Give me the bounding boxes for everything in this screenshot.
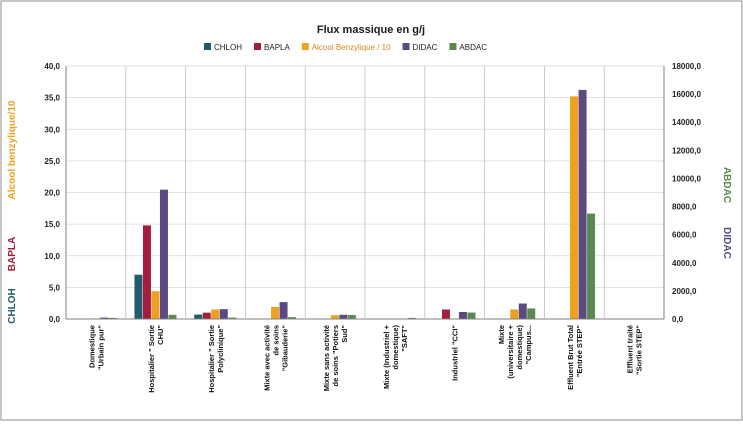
axis-titles: CHLOH BAPLA Alcool benzylique/10 DIDAC ABDAC [7, 100, 732, 324]
bar-abdac-6 [467, 312, 476, 319]
left-tick-label: 30,0 [44, 125, 60, 134]
right-tick-label: 10000,0 [672, 174, 701, 183]
legend-label-0: CHLOH [214, 43, 242, 52]
chart-legend: CHLOH BAPLA Alcool Benzylique / 10 DIDAC ABD… [204, 43, 487, 52]
bar-bapla-2 [202, 312, 211, 319]
bar-didac-6 [458, 311, 467, 319]
category-label: (universitaire + [506, 324, 515, 378]
bar-abdac-5 [407, 317, 416, 319]
chart-title: Flux massique en g/j [317, 24, 425, 36]
bar-chloh-2 [194, 314, 203, 319]
category-label: Hospitalier " Sortie [207, 325, 216, 393]
left-tick-label: 25,0 [44, 157, 60, 166]
left-tick-label: 0,0 [49, 315, 61, 324]
right-tick-label: 14000,0 [672, 118, 701, 127]
category-label: domestique) [515, 325, 524, 370]
category-label: "Gibauderie" [280, 325, 289, 372]
bars-layer [91, 89, 596, 320]
right-tick-label: 16000,0 [672, 90, 701, 99]
left-tick-label: 40,0 [44, 62, 60, 71]
bar-bapla-6 [441, 309, 450, 319]
category-label: Effluent Brut Total [566, 325, 575, 390]
right-tick-label: 0,0 [672, 315, 684, 324]
bar-alcool-benzylique-10-7 [510, 309, 519, 319]
category-label: "Urbain pur" [96, 325, 105, 370]
left-tick-label: 35,0 [44, 94, 60, 103]
legend-label-2: Alcool Benzylique / 10 [312, 43, 391, 52]
category-label: Mixte avec activité [262, 325, 271, 391]
legend-swatch-4 [449, 43, 457, 50]
right-tick-label: 6000,0 [672, 231, 697, 240]
legend-label-3: DIDAC [413, 43, 438, 52]
axes-layer [65, 66, 665, 320]
bar-didac-2 [219, 309, 228, 319]
bar-abdac-3 [288, 317, 297, 319]
category-label: Polyclinique" [216, 325, 225, 373]
bar-abdac-4 [347, 315, 356, 319]
left-tick-label: 15,0 [44, 220, 60, 229]
legend-swatch-2 [301, 43, 309, 50]
category-labels: Domestique "Urbain pur" Hospitalier " Sort… [87, 324, 643, 392]
bar-abdac-1 [168, 314, 177, 319]
category-label: de soins "Potiers [331, 325, 340, 387]
category-label: domestique) [391, 325, 400, 370]
category-label: CHU" [156, 325, 165, 345]
left-axis-title-0: CHLOH [7, 288, 18, 324]
legend-swatch-3 [402, 43, 410, 50]
bar-didac-3 [279, 302, 288, 319]
legend-swatch-1 [254, 43, 262, 50]
bar-didac-7 [518, 303, 527, 319]
category-label: Domestique [87, 325, 96, 368]
bar-alcool-benzylique-10-8 [570, 96, 579, 319]
bar-abdac-2 [228, 317, 237, 319]
bar-alcool-benzylique-10-3 [271, 306, 280, 319]
bar-didac-4 [339, 314, 348, 319]
left-tick-labels: 0,0 5,0 10,0 15,0 20,0 25,0 30,0 35,0 40,0 [44, 62, 60, 324]
right-tick-label: 18000,0 [672, 62, 701, 71]
bar-didac-1 [159, 189, 168, 319]
category-label: Mixte [497, 325, 506, 344]
category-label: Effluent traité [626, 325, 635, 373]
bar-bapla-1 [142, 225, 151, 319]
left-tick-label: 10,0 [44, 252, 60, 261]
category-label: "SAFT" [400, 325, 409, 352]
bar-alcool-benzylique-10-2 [211, 309, 220, 319]
category-label: Hospitalier " Sortie [147, 325, 156, 393]
bar-chloh-1 [134, 274, 143, 319]
category-label: Industriel "CCI" [451, 325, 460, 381]
bar-abdac-8 [587, 213, 596, 319]
right-tick-label: 12000,0 [672, 146, 701, 155]
right-tick-label: 2000,0 [672, 287, 697, 296]
bar-didac-0 [100, 317, 109, 319]
category-label: "Entrée STEP" [575, 325, 584, 378]
left-axis-title-2: Alcool benzylique/10 [7, 100, 18, 199]
category-label: Mixte (Industriel + [382, 324, 391, 389]
right-axis-title-1: ABDAC [721, 167, 732, 203]
bar-abdac-7 [527, 308, 536, 319]
category-label: "Sortie STEP" [635, 325, 644, 375]
left-axis-title-1: BAPLA [7, 237, 18, 271]
category-label: Mixte sans activité [322, 325, 331, 391]
left-tick-label: 5,0 [49, 283, 61, 292]
right-tick-label: 4000,0 [672, 259, 697, 268]
right-tick-label: 8000,0 [672, 203, 697, 212]
right-axis-title-0: DIDAC [721, 227, 732, 259]
bar-abdac-0 [108, 317, 117, 319]
bar-didac-8 [578, 89, 587, 320]
left-tick-label: 20,0 [44, 189, 60, 198]
right-tick-labels: 0,0 2000,0 4000,0 6000,0 8000,0 10000,0 12000,… [672, 62, 701, 324]
legend-swatch-0 [204, 43, 211, 50]
category-label: Sud" [340, 325, 349, 343]
bar-alcool-benzylique-10-4 [330, 315, 339, 319]
bar-alcool-benzylique-10-1 [151, 291, 160, 319]
legend-label-1: BAPLA [264, 43, 290, 52]
category-label: "Campus... [524, 325, 533, 364]
category-label: de soins [271, 325, 280, 355]
legend-label-4: ABDAC [459, 43, 487, 52]
